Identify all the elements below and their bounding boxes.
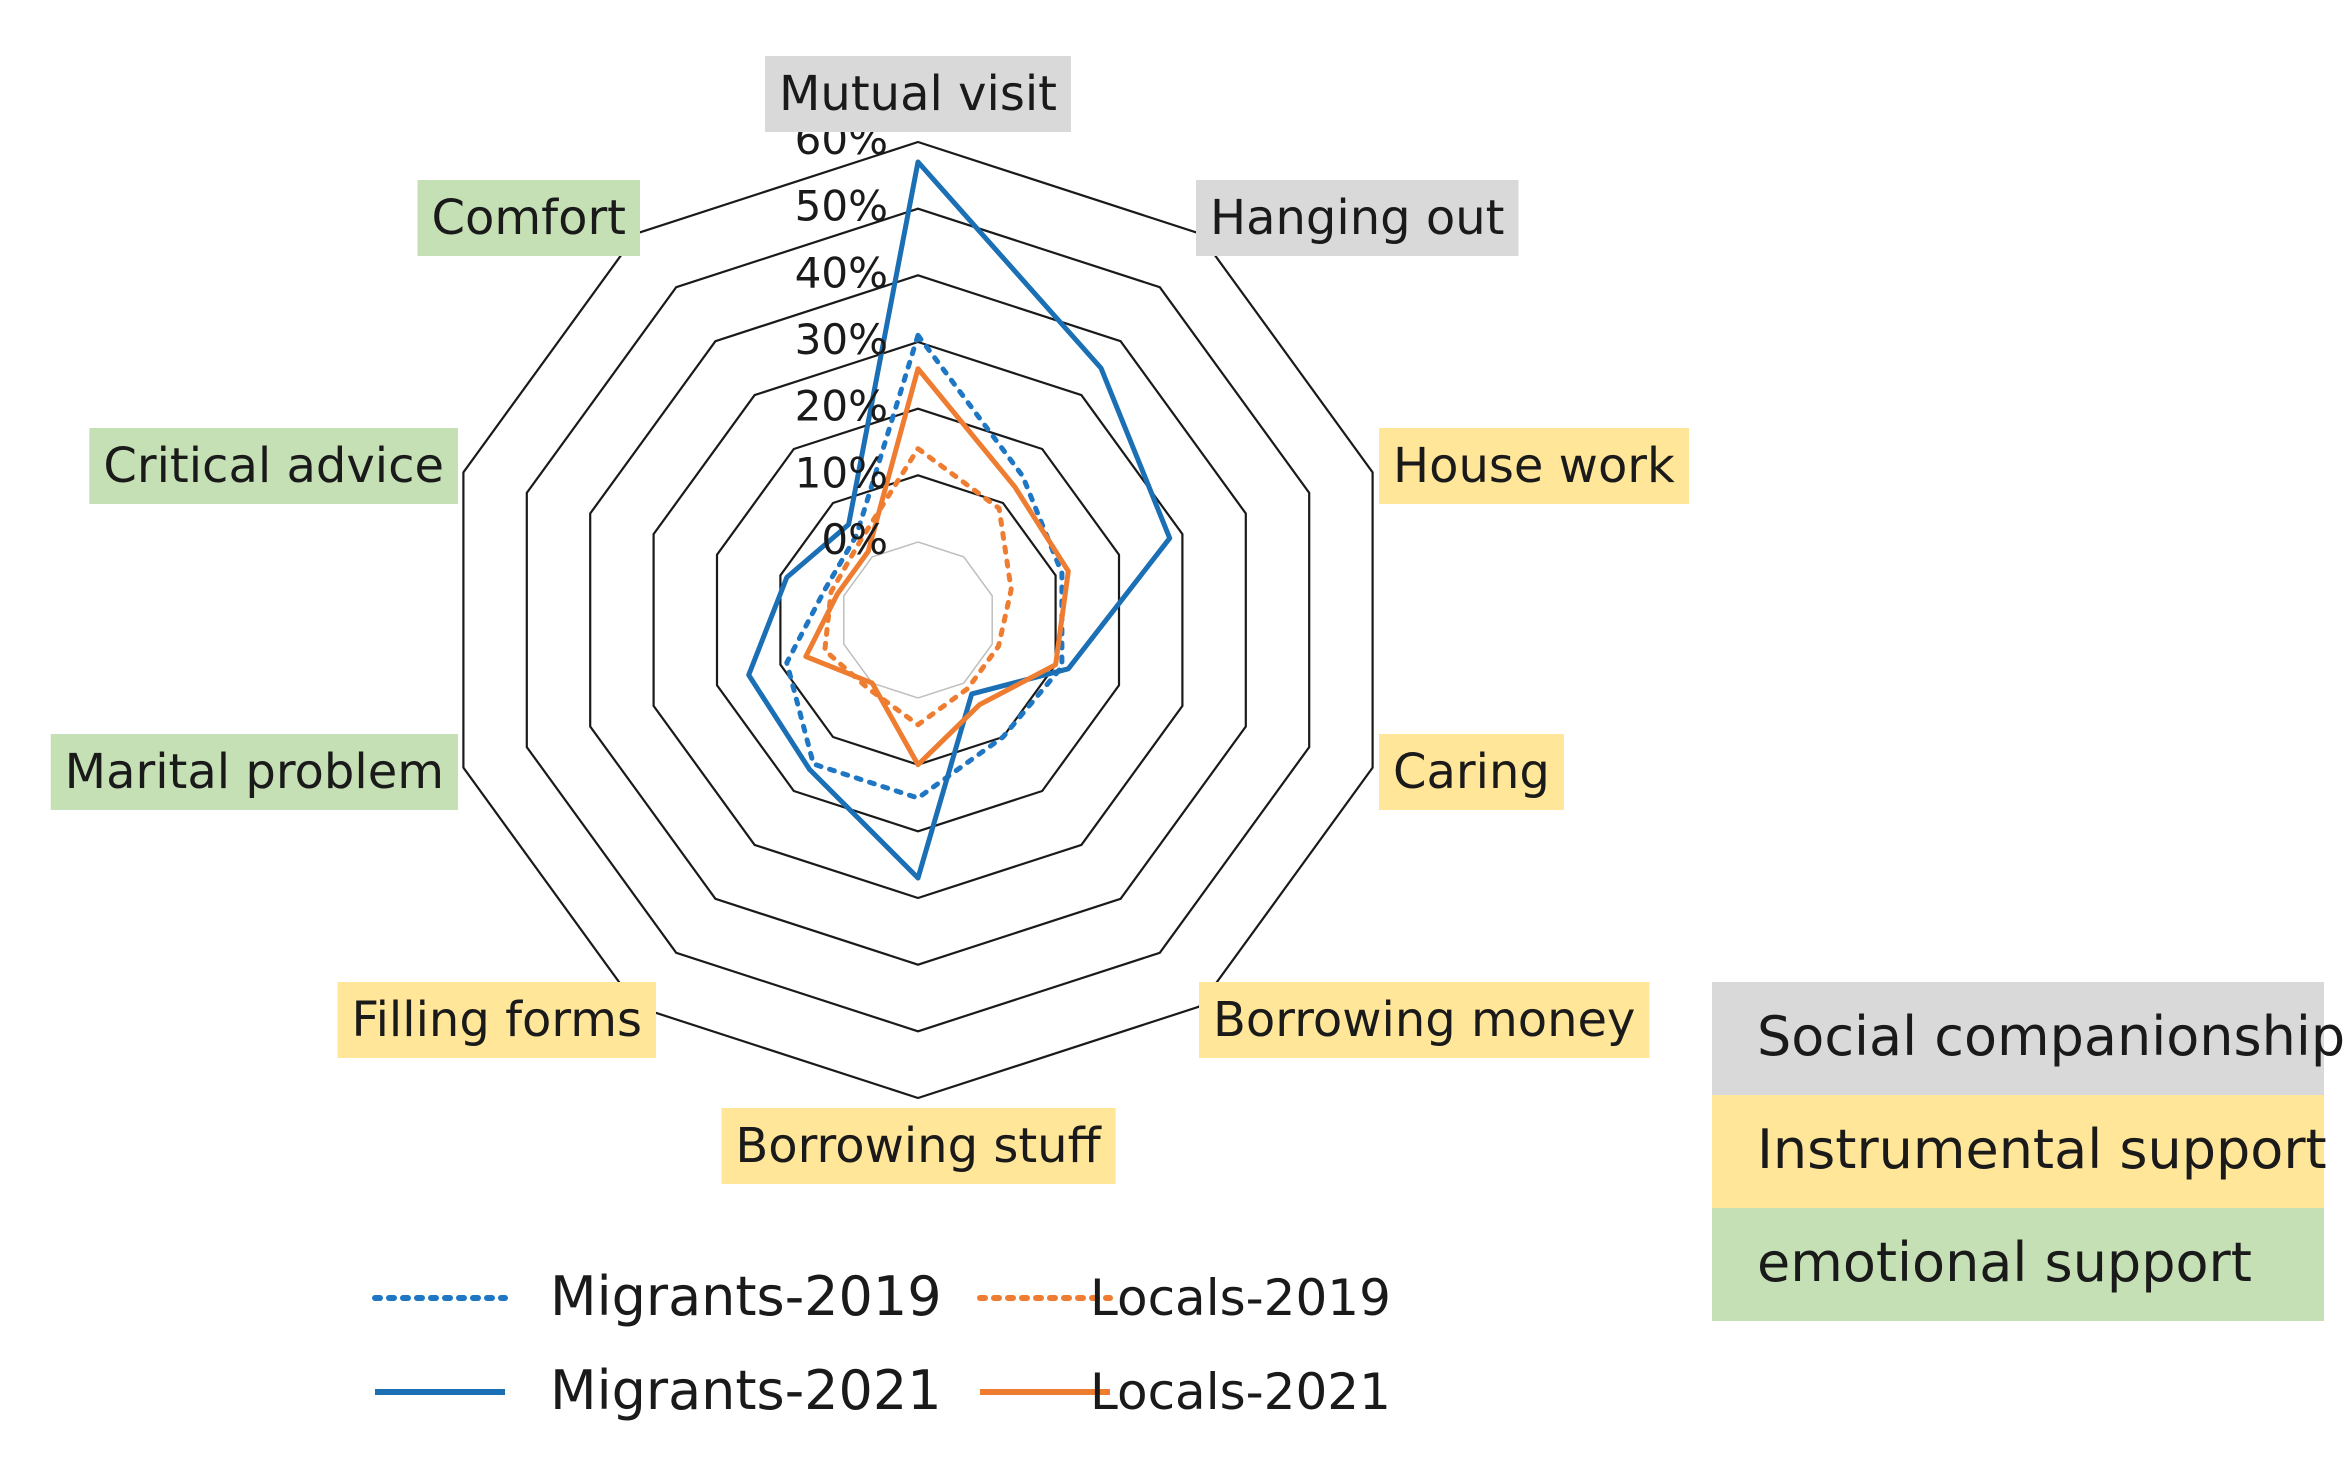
radial-tick-label: 30% [795, 315, 888, 364]
radial-tick-label: 40% [795, 248, 888, 297]
axis-label-background [337, 982, 656, 1058]
radar-series [746, 159, 1173, 881]
axis-label-caring: Caring [1379, 734, 1564, 810]
grid-ring-50pct [525, 207, 1311, 1033]
axis-label-text: Caring [1393, 744, 1550, 800]
axis-label-borrowing-money: Borrowing money [1199, 982, 1650, 1058]
axis-label-text: Borrowing stuff [735, 1118, 1101, 1174]
legend-entry: Migrants-2019 [372, 1265, 942, 1328]
radial-tick-labels: 0%10%20%30%40%50%60% [795, 115, 888, 564]
axis-label-background [89, 428, 459, 504]
axis-label-background [765, 56, 1071, 132]
series-legend: Migrants-2019 Migrants-2021 Locals-2019 Loc… [372, 1265, 1391, 1422]
category-legend-label: Instrumental support [1757, 1118, 2327, 1181]
category-legend-item: Social companionship [1712, 982, 2345, 1095]
category-legend-swatch [1712, 1208, 2324, 1321]
category-legend-item: emotional support [1712, 1208, 2324, 1321]
grid-ring-40pct [589, 274, 1247, 966]
axis-label-text: Comfort [432, 190, 626, 246]
axis-labels: Mutual visit Hanging out House work Caring B… [50, 56, 1689, 1184]
radial-tick-label: 50% [795, 182, 888, 231]
axis-label-text: Filling forms [351, 992, 642, 1048]
category-legend-swatch [1712, 1095, 2324, 1208]
axis-label-critical-advice: Critical advice [89, 428, 459, 504]
axis-label-text: Borrowing money [1213, 992, 1635, 1048]
radial-tick-label: 20% [795, 382, 888, 431]
category-legend: Social companionship Instrumental support… [1712, 982, 2345, 1321]
radial-tick-label: 0% [821, 515, 888, 564]
axis-label-background [417, 180, 640, 256]
axis-label-text: Critical advice [103, 438, 444, 494]
legend-entry: Locals-2021 [980, 1363, 1391, 1421]
legend-entry: Locals-2019 [977, 1269, 1391, 1327]
legend-label: Migrants-2019 [550, 1265, 942, 1328]
category-legend-swatch [1712, 982, 2324, 1095]
axis-label-background [1196, 180, 1519, 256]
axis-label-text: Hanging out [1210, 190, 1505, 246]
axis-label-background [50, 734, 458, 810]
axis-label-hanging-out: Hanging out [1196, 180, 1519, 256]
grid-ring-0pct [843, 541, 993, 699]
axis-label-mutual-visit: Mutual visit [765, 56, 1071, 132]
axis-label-background [1379, 428, 1689, 504]
axis-label-text: House work [1393, 438, 1675, 494]
axis-label-background [1379, 734, 1564, 810]
category-legend-label: Social companionship [1757, 1005, 2345, 1068]
radial-tick-label: 10% [795, 448, 888, 497]
category-legend-label: emotional support [1757, 1231, 2252, 1294]
axis-label-house-work: House work [1379, 428, 1689, 504]
axis-label-comfort: Comfort [417, 180, 640, 256]
grid-ring-20pct [715, 407, 1121, 833]
axis-label-marital-problem: Marital problem [50, 734, 458, 810]
legend-label: Locals-2019 [1090, 1269, 1391, 1327]
legend-entry: Migrants-2021 [375, 1359, 942, 1422]
axis-label-text: Mutual visit [779, 66, 1057, 122]
axis-label-background [1199, 982, 1650, 1058]
axis-label-borrowing-stuff: Borrowing stuff [721, 1108, 1116, 1184]
category-legend-item: Instrumental support [1712, 1095, 2327, 1208]
grid-ring-60pct [462, 140, 1374, 1100]
legend-label: Migrants-2021 [550, 1359, 942, 1422]
axis-label-background [721, 1108, 1116, 1184]
axis-label-text: Marital problem [65, 744, 444, 800]
axis-label-filling-forms: Filling forms [337, 982, 656, 1058]
radar-grid [462, 140, 1374, 1100]
legend-label: Locals-2021 [1090, 1363, 1391, 1421]
